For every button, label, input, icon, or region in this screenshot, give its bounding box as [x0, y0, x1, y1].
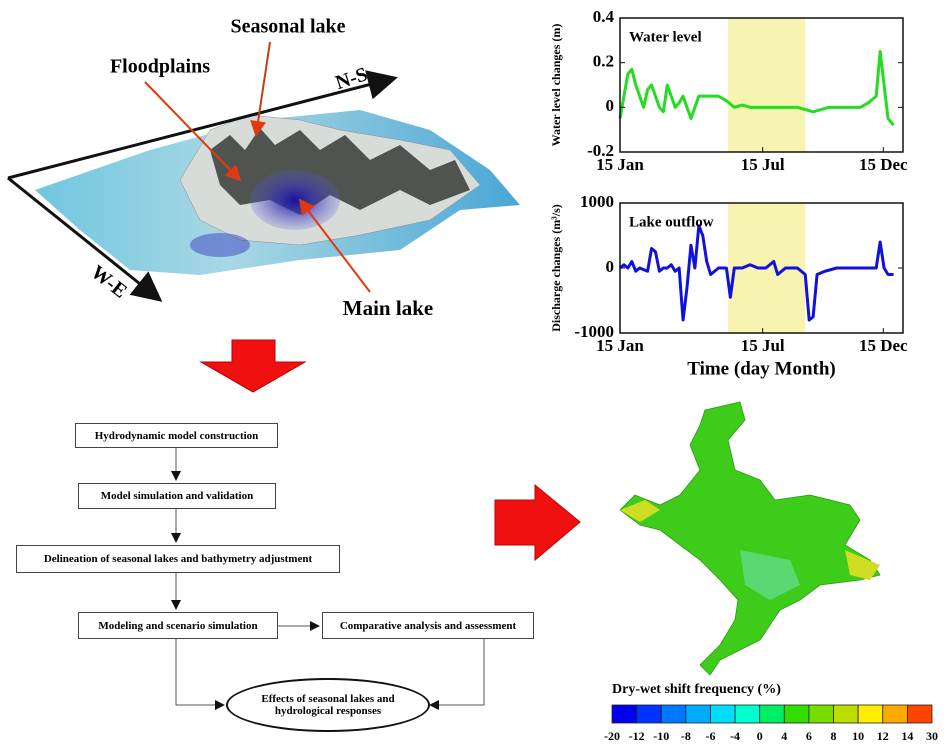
colorbar-cell — [636, 704, 662, 724]
right-arrow — [494, 483, 581, 562]
chart-title: Water level — [629, 29, 702, 45]
y-tick-label: 0.4 — [593, 7, 615, 26]
chart-title: Lake outflow — [629, 214, 714, 230]
x-tick-label: 15 Jul — [741, 155, 785, 174]
colorbar-label: 10 — [852, 729, 864, 743]
colorbar-label: 12 — [877, 729, 889, 743]
colorbar-title: Dry-wet shift frequency (%) — [612, 682, 781, 697]
colorbar-label: -12 — [629, 729, 645, 743]
colorbar-cell — [833, 704, 859, 724]
x-tick-label: 15 Jul — [741, 336, 785, 355]
terrain-label: Seasonal lake — [230, 16, 345, 38]
highlight-band — [727, 18, 806, 152]
y-tick-label: -0.2 — [587, 141, 614, 160]
terrain-label: N-S — [333, 63, 370, 94]
colorbar-cell — [783, 704, 810, 724]
y-tick-label: 1000 — [580, 192, 614, 211]
x-axis-label: Time (day Month) — [687, 358, 835, 379]
colorbar-cell — [685, 704, 711, 724]
x-tick-label: 15 Dec — [859, 336, 908, 355]
flow-connectors — [171, 448, 485, 710]
colorbar-label: -6 — [705, 729, 715, 743]
flow-result: Effects of seasonal lakes and hydrologic… — [226, 678, 430, 732]
colorbar-cell — [857, 704, 884, 724]
colorbar-label: 30 — [926, 729, 938, 743]
terrain: Seasonal lake Floodplains N-S W-E Main l… — [7, 16, 520, 320]
flow-node: Model simulation and validation — [78, 483, 276, 509]
colorbar-label: 6 — [806, 729, 812, 743]
flow-node: Delineation of seasonal lakes and bathym… — [16, 545, 340, 573]
colorbar-cell — [882, 704, 908, 724]
colorbar-cell — [734, 704, 761, 724]
down-arrow — [199, 339, 307, 393]
colorbar-cell — [759, 704, 785, 724]
colorbar-cell — [611, 704, 638, 724]
colorbar-cell — [710, 704, 736, 724]
terrain-label: Main lake — [343, 296, 433, 320]
colorbar-label: -10 — [653, 729, 669, 743]
y-axis-label: Discharge changes (m³/s) — [549, 204, 563, 332]
y-tick-label: 0.2 — [593, 52, 614, 71]
x-tick-label: 15 Jan — [596, 336, 644, 355]
terrain-label: Floodplains — [110, 56, 210, 78]
terrain-label: W-E — [87, 261, 131, 303]
colorbar-label: 4 — [781, 729, 787, 743]
data-line — [619, 224, 894, 322]
colorbar-label: -20 — [604, 729, 620, 743]
data-line — [618, 50, 895, 127]
colorbar-label: -8 — [681, 729, 691, 743]
x-tick-label: 15 Dec — [859, 155, 908, 174]
colorbar-label: -4 — [730, 729, 740, 743]
flow-node: Comparative analysis and assessment — [322, 612, 534, 639]
colorbar-cell — [660, 704, 687, 724]
x-tick-label: 15 Jan — [596, 155, 644, 174]
y-tick-label: -1000 — [574, 322, 614, 341]
flow-node: Hydrodynamic model construction — [75, 423, 278, 448]
y-axis-label: Water level changes (m) — [549, 24, 563, 147]
map — [619, 401, 881, 676]
colorbar-cell — [906, 704, 933, 724]
y-tick-label: 0 — [606, 96, 615, 115]
plot-frame — [619, 17, 904, 153]
y-tick-label: 0 — [606, 257, 615, 276]
colorbar-label: 8 — [831, 729, 837, 743]
colorbar-cell — [808, 704, 834, 724]
colorbar-label: 14 — [901, 729, 913, 743]
flow-node: Modeling and scenario simulation — [78, 612, 278, 639]
colorbar-label: 0 — [757, 729, 763, 743]
